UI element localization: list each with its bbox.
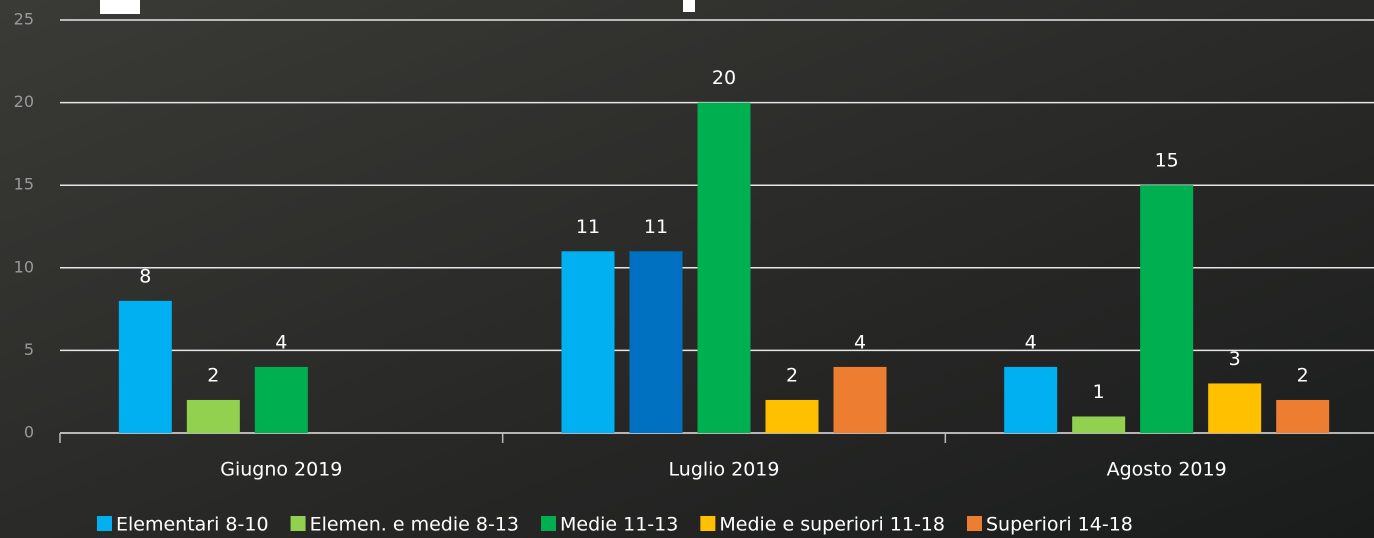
legend-label: Elementari 8-10 (116, 514, 269, 536)
bar (1072, 416, 1125, 433)
bar (562, 251, 615, 433)
data-label: 2 (786, 364, 798, 386)
title-fragment (683, 0, 695, 12)
data-label: 4 (854, 331, 866, 353)
legend-label: Medie 11-13 (560, 514, 678, 536)
data-label: 15 (1155, 150, 1179, 172)
data-label: 4 (275, 331, 287, 353)
x-tick-label: Giugno 2019 (220, 459, 342, 481)
bar (766, 400, 819, 433)
data-label: 11 (576, 216, 600, 238)
legend-label: Superiori 14-18 (986, 514, 1133, 536)
data-label: 8 (139, 265, 151, 287)
bar (255, 367, 308, 433)
y-tick-label: 5 (24, 340, 34, 359)
x-tick-label: Luglio 2019 (669, 459, 780, 481)
legend-swatch (97, 516, 112, 531)
legend-label: Medie e superiori 11-18 (719, 514, 945, 536)
y-tick-label: 10 (14, 257, 34, 276)
y-tick-label: 15 (14, 175, 34, 194)
bar (1276, 400, 1329, 433)
bar (119, 301, 172, 433)
title-fragment (100, 0, 140, 14)
data-label: 1 (1093, 381, 1105, 403)
legend-swatch (541, 516, 556, 531)
bar (630, 251, 683, 433)
legend-swatch (967, 516, 982, 531)
legend-swatch (700, 516, 715, 531)
data-label: 2 (1297, 364, 1309, 386)
bar (1004, 367, 1057, 433)
data-label: 2 (207, 364, 219, 386)
bar (187, 400, 240, 433)
bar (834, 367, 887, 433)
legend-label: Elemen. e medie 8-13 (310, 514, 519, 536)
bar (1208, 383, 1261, 433)
bar (698, 103, 751, 433)
y-tick-label: 25 (14, 10, 34, 29)
legend-swatch (291, 516, 306, 531)
data-label: 4 (1025, 331, 1037, 353)
y-tick-label: 0 (24, 423, 34, 442)
page: {"chart_data": {"type": "bar", "categori… (0, 0, 1374, 538)
data-label: 3 (1229, 348, 1241, 370)
data-label: 11 (644, 216, 668, 238)
y-tick-label: 20 (14, 92, 34, 111)
bar (1140, 185, 1193, 433)
x-tick-label: Agosto 2019 (1107, 459, 1227, 481)
chart: 0 5 10 15 20 25 Giugno 2019 8 2 4 Luglio 2019 11 11 2… (0, 0, 1374, 538)
data-label: 20 (712, 67, 736, 89)
